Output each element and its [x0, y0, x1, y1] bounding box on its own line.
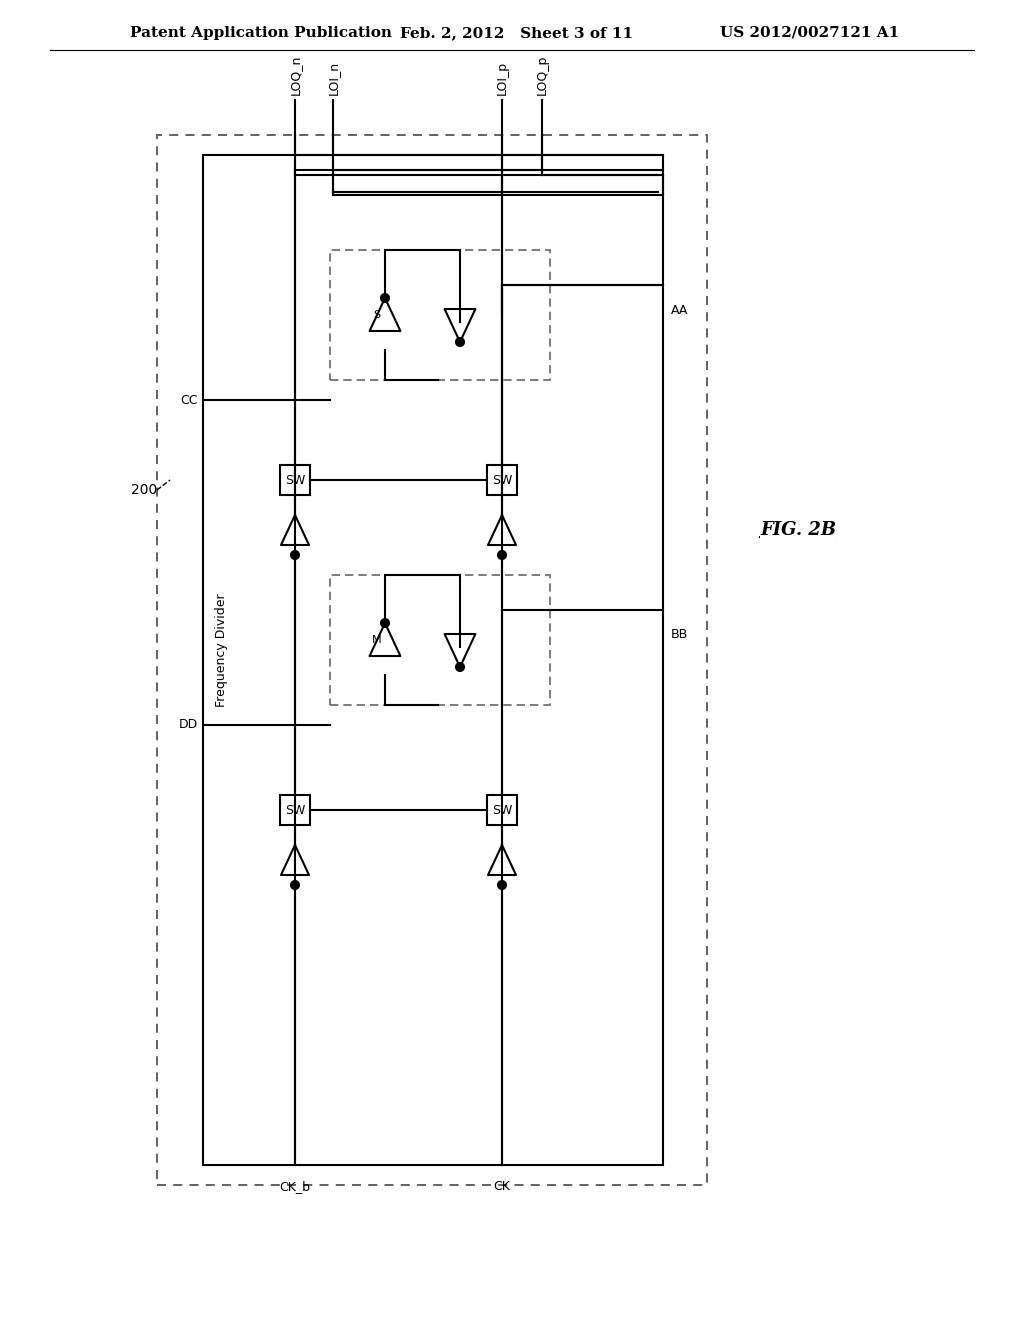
Text: SW: SW — [285, 804, 305, 817]
Bar — [280, 795, 310, 825]
Text: LOQ_p: LOQ_p — [536, 54, 549, 95]
Text: SW: SW — [492, 474, 512, 487]
Bar — [280, 465, 310, 495]
Bar — [487, 795, 517, 825]
Text: LOQ_n: LOQ_n — [289, 54, 301, 95]
Circle shape — [456, 663, 464, 671]
Text: 200: 200 — [131, 483, 157, 498]
Text: CK: CK — [494, 1180, 510, 1193]
Text: BB: BB — [671, 628, 688, 642]
Circle shape — [498, 880, 506, 888]
Text: SW: SW — [285, 474, 305, 487]
Bar — [330, 249, 550, 380]
Text: LOI_p: LOI_p — [496, 61, 509, 95]
Text: Patent Application Publication: Patent Application Publication — [130, 26, 392, 40]
Text: FIG. 2B: FIG. 2B — [760, 521, 837, 539]
Circle shape — [291, 880, 299, 888]
Text: CC: CC — [180, 393, 198, 407]
Bar — [157, 135, 707, 1185]
Text: AA: AA — [671, 304, 688, 317]
Bar — [487, 465, 517, 495]
Text: LOI_n: LOI_n — [327, 61, 340, 95]
Text: SW: SW — [492, 804, 512, 817]
Text: US 2012/0027121 A1: US 2012/0027121 A1 — [720, 26, 899, 40]
Bar — [203, 154, 663, 1166]
Circle shape — [456, 338, 464, 346]
Text: CK_b: CK_b — [280, 1180, 310, 1193]
Circle shape — [498, 550, 506, 558]
Circle shape — [381, 294, 389, 302]
Text: S: S — [374, 310, 381, 319]
Circle shape — [381, 619, 389, 627]
Text: M: M — [372, 635, 382, 645]
Circle shape — [291, 550, 299, 558]
Text: Feb. 2, 2012   Sheet 3 of 11: Feb. 2, 2012 Sheet 3 of 11 — [400, 26, 633, 40]
Text: DD: DD — [179, 718, 198, 731]
Bar — [330, 576, 550, 705]
Text: Frequency Divider: Frequency Divider — [215, 593, 228, 706]
